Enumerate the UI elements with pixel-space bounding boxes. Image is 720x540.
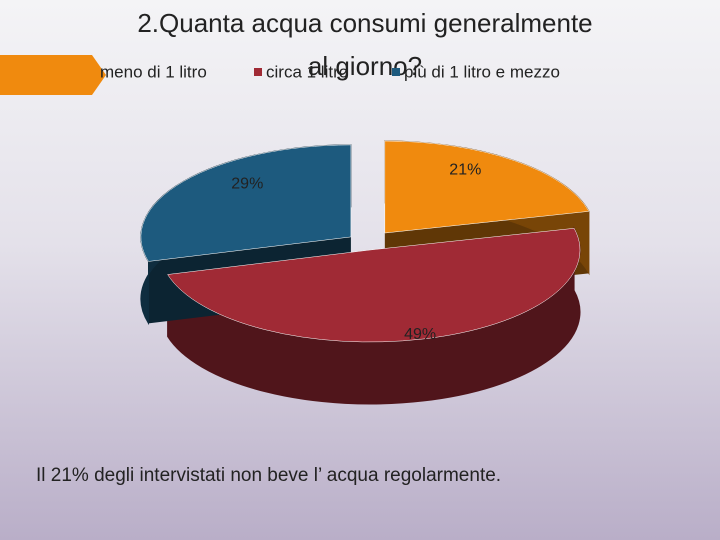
legend-swatch (88, 68, 96, 76)
legend-label: più di 1 litro e mezzo (404, 62, 560, 81)
title-line: al giorno? (308, 51, 422, 81)
slice (384, 140, 590, 234)
pie: 21% 49% 29% (140, 140, 590, 405)
legend-swatch (392, 68, 400, 76)
title-line: 2.Quanta acqua consumi generalmente (137, 8, 592, 38)
legend: meno di 1 litro circa 1 litro più di 1 lit… (88, 62, 560, 81)
data-label: 29% (231, 176, 263, 193)
accent-arrow (0, 55, 106, 95)
data-label: 49% (404, 326, 436, 343)
slice (140, 144, 352, 262)
legend-label: circa 1 litro (266, 62, 348, 81)
note: Il 21% degli intervistati non beve l’ ac… (36, 465, 501, 486)
slice (167, 228, 581, 343)
legend-swatch (254, 68, 262, 76)
legend-label: meno di 1 litro (100, 62, 207, 81)
data-label: 21% (449, 161, 481, 178)
